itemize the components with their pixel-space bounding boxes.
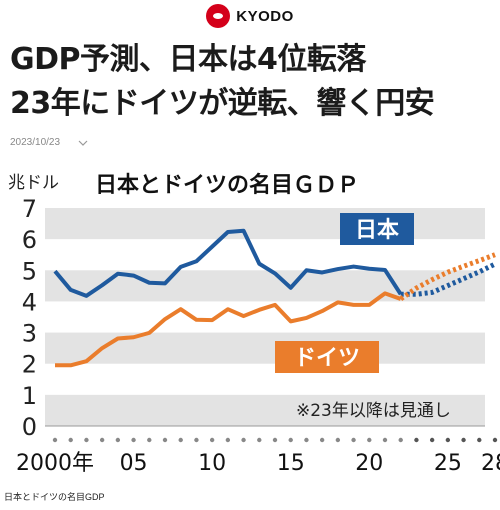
x-tick-dot bbox=[131, 437, 136, 443]
y-tick-label: 2 bbox=[22, 351, 37, 379]
kyodo-logo-icon bbox=[206, 4, 231, 28]
series-label: ドイツ bbox=[294, 346, 360, 371]
headline-line-1: GDP予測、日本は4位転落 bbox=[10, 42, 366, 77]
x-tick-dot bbox=[398, 437, 403, 443]
grid-band bbox=[45, 394, 485, 426]
y-tick-label: 0 bbox=[22, 413, 37, 441]
x-tick-dot bbox=[288, 437, 293, 443]
x-tick-label: 2000年 bbox=[16, 451, 94, 476]
article-meta: 2023/10/23 bbox=[10, 137, 88, 148]
headline: GDP予測、日本は4位転落 23年にドイツが逆転、響く円安 bbox=[10, 38, 492, 126]
brand-name: KYODO bbox=[236, 7, 294, 25]
x-tick-dot bbox=[272, 437, 278, 443]
x-tick-dot bbox=[477, 437, 482, 443]
grid-band bbox=[45, 208, 485, 240]
y-axis-label: 兆ドル bbox=[8, 173, 59, 193]
forecast-note: ※23年以降は見通し bbox=[296, 401, 451, 421]
x-tick-dot bbox=[319, 437, 325, 443]
series-label-box bbox=[275, 341, 379, 373]
grid-band bbox=[45, 332, 485, 364]
x-tick-label: 05 bbox=[120, 451, 148, 476]
chart-title: 日本とドイツの名目ＧＤＰ bbox=[95, 172, 359, 198]
x-tick-dot bbox=[429, 437, 435, 443]
x-tick-dot bbox=[382, 437, 388, 443]
series-label: 日本 bbox=[355, 218, 399, 243]
x-tick-label: 10 bbox=[198, 451, 226, 476]
series-line-actual bbox=[53, 228, 403, 298]
series-line-actual bbox=[55, 291, 402, 368]
brand-bar: KYODO bbox=[0, 0, 500, 32]
x-tick-dot bbox=[445, 437, 451, 443]
x-tick-dot bbox=[351, 437, 356, 443]
y-tick-label: 3 bbox=[22, 320, 37, 348]
publish-date: 2023/10/23 bbox=[10, 137, 61, 148]
x-tick-dot bbox=[178, 437, 183, 443]
y-tick-label: 7 bbox=[22, 195, 37, 223]
image-caption: 日本とドイツの名目GDP bbox=[4, 492, 105, 502]
brand-logo-link[interactable]: KYODO bbox=[206, 4, 294, 28]
x-tick-label: 25 bbox=[434, 451, 462, 476]
x-tick-dot bbox=[209, 437, 215, 443]
y-tick-label: 4 bbox=[22, 288, 37, 316]
series-line-forecast bbox=[400, 261, 497, 297]
x-tick-dot bbox=[335, 437, 341, 443]
series-label-box bbox=[340, 213, 414, 245]
x-tick-dot bbox=[304, 437, 309, 443]
x-tick-dot bbox=[68, 437, 73, 443]
x-tick-label: 20 bbox=[355, 451, 383, 476]
headline-line-2: 23年にドイツが逆転、響く円安 bbox=[10, 86, 435, 121]
x-tick-dot bbox=[99, 437, 105, 443]
x-tick-dot bbox=[367, 437, 372, 443]
y-tick-label: 1 bbox=[22, 382, 37, 410]
x-tick-label: 28 bbox=[481, 451, 500, 476]
x-tick-dot bbox=[52, 437, 58, 443]
grid-band bbox=[45, 270, 485, 302]
y-tick-label: 6 bbox=[22, 226, 37, 254]
x-tick-dot bbox=[225, 437, 231, 443]
x-tick-dot bbox=[115, 437, 121, 443]
x-tick-dot bbox=[194, 437, 199, 443]
y-tick-label: 5 bbox=[22, 257, 37, 285]
x-tick-dot bbox=[147, 437, 152, 443]
x-tick-dot bbox=[241, 437, 246, 443]
series-line-forecast bbox=[399, 252, 496, 301]
x-tick-dot bbox=[257, 437, 262, 443]
chevron-down-icon[interactable] bbox=[78, 138, 88, 148]
x-tick-dot bbox=[414, 437, 419, 443]
x-tick-label: 15 bbox=[277, 451, 305, 476]
x-tick-dot bbox=[84, 437, 89, 443]
x-tick-dot bbox=[492, 437, 498, 443]
x-tick-dot bbox=[461, 437, 466, 443]
x-tick-dot bbox=[162, 437, 168, 443]
